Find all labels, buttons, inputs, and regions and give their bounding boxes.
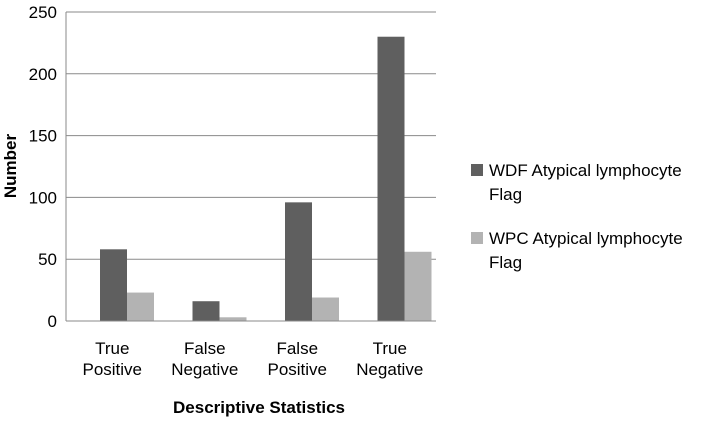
x-category-label: True Positive [82,339,142,379]
x-category-label: False Positive [267,339,327,379]
y-axis-title: Number [1,134,20,199]
x-category-label: False Negative [171,339,238,379]
bar-series-2-1 [219,317,247,321]
y-tick-label: 0 [48,312,57,331]
bar-series-2-2 [312,297,339,321]
x-category-labels: True Positive False Negative False Positive Tr… [82,339,423,379]
bars [100,36,432,321]
axes [65,12,436,322]
bar-series-1-2 [285,202,312,321]
y-tick-label: 200 [29,65,57,84]
bar-series-2-3 [404,251,432,321]
y-tick-labels: 0 50 100 150 200 250 [29,3,57,331]
y-tick-label: 50 [38,250,57,269]
y-tick-label: 100 [29,188,57,207]
bar-series-1-1 [192,301,220,321]
y-tick-label: 250 [29,3,57,22]
gridlines [66,11,436,260]
x-axis-title: Descriptive Statistics [173,398,345,417]
x-category-label: True Negative [356,339,423,379]
legend-label-1: WDF Atypical lymphocyte Flag [489,161,682,204]
legend-swatch-1 [471,164,483,176]
legend-swatch-2 [471,232,483,244]
y-tick-label: 150 [29,127,57,146]
bar-series-1-3 [377,36,405,321]
legend: WDF Atypical lymphocyte Flag WPC Atypical … [471,161,683,272]
bar-series-2-0 [127,292,154,321]
bar-series-1-0 [100,249,127,321]
legend-label-2: WPC Atypical lymphocyte Flag [489,229,683,272]
